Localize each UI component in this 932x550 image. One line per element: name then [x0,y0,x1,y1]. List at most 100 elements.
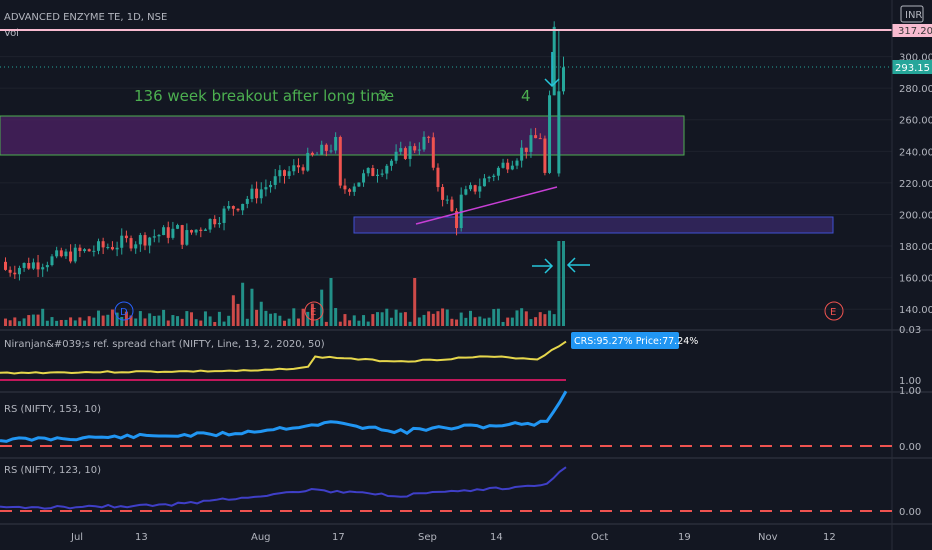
volume-bar [157,315,161,326]
candle-body [217,222,221,225]
volume-bar [41,308,45,326]
candle-body [538,138,542,140]
volume-bar [399,312,403,326]
candle-body [190,230,193,233]
currency-badge[interactable] [900,5,924,23]
volume-label: Vol [4,28,19,39]
volume-bar [296,318,300,326]
candle-body [273,176,277,185]
volume-bar [31,314,35,326]
volume-bar [301,308,305,326]
candle-body [436,167,440,188]
volume-bar [482,318,486,326]
candle-body [101,241,105,248]
candle-body [55,250,59,257]
candle-body [380,173,384,175]
volume-bar [162,309,166,326]
candle-body [148,237,152,246]
volume-bar [55,320,59,326]
dividend-event-icon[interactable] [114,301,134,321]
volume-bar [120,316,124,326]
price-grid [0,56,892,310]
candle-body [27,262,31,269]
candle-body [157,235,161,237]
volume-bar [357,320,361,326]
volume-bar [180,318,184,326]
candle-body [320,144,324,155]
volume-bar [231,295,235,326]
time-tick-label: 14 [490,532,503,543]
support-zone[interactable] [353,216,834,234]
price-tick-label: 300.00 [899,53,932,64]
earnings-event-icon-2[interactable] [824,301,844,321]
candle-body [203,229,207,231]
candle-body [283,170,286,176]
candle-body [69,251,73,262]
volume-bar [352,315,356,326]
volume-bar [506,317,510,326]
candle-body [4,261,7,270]
volume-bar [166,320,170,326]
candle-body [450,199,454,212]
earnings-event-icon[interactable] [304,301,324,321]
volume-bar [394,309,398,326]
time-tick-label: 19 [678,532,691,543]
volume-bar [385,308,389,326]
right-arrow-icon [532,258,554,274]
candle-body [464,189,468,195]
volume-bar [529,319,533,326]
volume-bar [343,314,347,326]
rs123-title: RS (NIFTY, 123, 10) [4,465,101,476]
candle-body [422,136,426,150]
candle-body [87,249,91,252]
volume-bar [152,315,156,326]
volume-bar [213,321,217,326]
volume-bar [557,241,561,326]
candle-body [506,162,510,170]
candle-body [138,235,142,245]
candle-body [199,229,203,231]
candle-body [408,146,412,159]
volume-bar [496,308,500,326]
volume-bar [283,320,286,326]
candle-body [515,160,519,166]
candle-body [469,185,472,190]
price-tick-label: 220.00 [899,179,932,190]
candle-body [180,225,184,245]
trendline[interactable] [415,186,558,225]
volume-bar [478,316,482,326]
candle-body [110,247,114,250]
volume-bar [45,320,49,326]
price-tick-label: 280.00 [899,84,932,95]
candle-body [529,135,533,152]
candle-body [287,171,291,176]
volume-bar [543,314,547,326]
pane-top-value: 0.03 [899,325,921,336]
candle-body [59,250,63,257]
candle-body [231,206,235,209]
rs123-line [0,466,567,510]
candle-body [473,185,477,192]
volume-bar [22,318,26,326]
resistance-zone[interactable] [0,115,685,156]
candle-body [64,251,68,257]
volume-bar [334,308,338,326]
candle-body [357,182,361,187]
high-price-label: 317.20 [898,26,932,37]
volume-bar [97,310,100,326]
volume-bar [515,310,519,326]
candle-body [255,188,259,199]
volume-bar [208,316,212,326]
candle-body [97,241,100,251]
candle-body [376,174,379,176]
candle-body [124,235,128,239]
volume-bar [110,309,114,326]
candle-body [8,269,12,273]
rs153-title: RS (NIFTY, 153, 10) [4,404,101,415]
volume-bar [520,308,524,326]
earnings-event-label: E [310,307,316,318]
volume-bar [422,314,426,326]
volume-bar [78,317,82,326]
candle-body [496,167,500,176]
